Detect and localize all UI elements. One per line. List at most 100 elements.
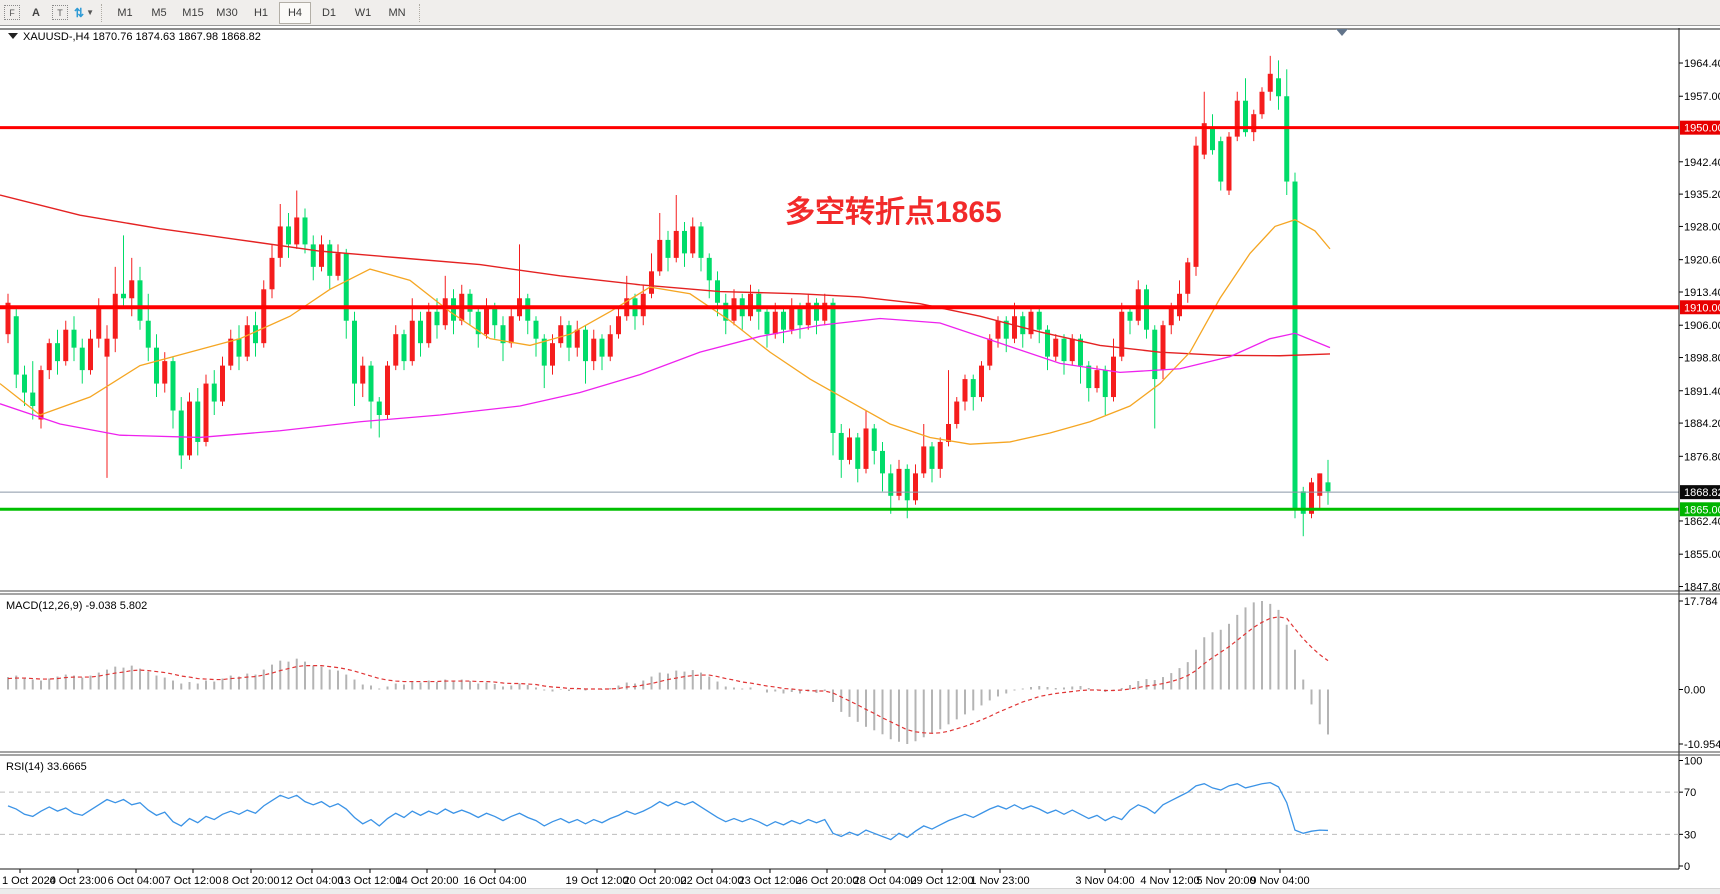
price-badge-label: 1865.00 — [1684, 504, 1720, 516]
price-badge — [1680, 300, 1720, 315]
price-tick-label: 1876.80 — [1684, 451, 1720, 463]
time-tick-label: 28 Oct 04:00 — [854, 875, 917, 887]
candle — [277, 226, 283, 258]
candle — [1003, 320, 1009, 339]
rsi-tick-label: 100 — [1684, 756, 1702, 768]
timeframe-button-m15[interactable]: M15 — [182, 6, 204, 19]
candle — [500, 325, 506, 344]
candle — [830, 302, 836, 433]
candle — [269, 257, 275, 290]
candle — [929, 446, 935, 469]
candle — [1317, 473, 1323, 496]
candle — [954, 401, 960, 424]
freehand-tool-icon[interactable]: F — [2, 4, 22, 22]
timeframe-button-w1[interactable]: W1 — [354, 6, 372, 19]
candle — [55, 343, 60, 362]
candle — [1119, 311, 1125, 357]
arrow-tool-icon[interactable]: A — [32, 6, 40, 19]
window-bottom-edge — [0, 888, 1720, 894]
candle — [1061, 338, 1067, 362]
timeframe-button-h1[interactable]: H1 — [253, 6, 269, 19]
candle — [1177, 293, 1182, 317]
candle — [343, 253, 349, 321]
candle — [665, 239, 671, 258]
chevron-down-icon[interactable]: ▼ — [86, 8, 94, 17]
chart-area[interactable]: 1964.40 1957.00 1942.40 1935.20 1928.00 1920.… — [0, 27, 1720, 894]
candle — [409, 320, 415, 362]
candle — [401, 334, 407, 362]
annotation-text[interactable]: 多空转折点1865 — [785, 196, 1002, 229]
candle — [649, 271, 654, 294]
chart-title-collapse-icon[interactable] — [8, 33, 18, 39]
candle — [145, 320, 151, 348]
time-tick-label: 14 Oct 20:00 — [396, 875, 459, 887]
candle — [335, 253, 341, 276]
ma-fast-orange — [0, 218, 1331, 445]
timeframe-button-d1[interactable]: D1 — [321, 6, 337, 19]
candle — [71, 329, 77, 348]
timeframe-button-group: M1 M5 M15 M30 H1 H4 D1 W1 MN — [108, 1, 414, 24]
timeframe-button-mn[interactable]: MN — [388, 6, 406, 19]
time-tick-label: 9 Nov 04:00 — [1250, 875, 1309, 887]
candle — [451, 298, 456, 321]
candle — [673, 230, 679, 258]
chart-canvas[interactable]: 1964.40 1957.00 1942.40 1935.20 1928.00 1920.… — [0, 27, 1720, 894]
price-tick-label: 1884.20 — [1684, 418, 1720, 430]
candle — [286, 226, 291, 245]
candle — [1193, 145, 1199, 267]
price-badge — [1680, 502, 1720, 517]
candle — [772, 311, 778, 335]
time-tick-label: 29 Oct 12:00 — [911, 875, 974, 887]
candle — [640, 293, 646, 317]
rsi-tick-label: 70 — [1684, 787, 1696, 799]
candle — [1276, 78, 1281, 97]
price-badge-label: 1910.00 — [1684, 302, 1720, 314]
candle — [1127, 311, 1133, 321]
candle — [1218, 141, 1224, 182]
chart-title: XAUUSD-,H4 1870.76 1874.63 1867.98 1868.… — [23, 31, 261, 43]
candle — [904, 468, 910, 501]
time-tick-label: 16 Oct 04:00 — [464, 875, 527, 887]
timeframe-button-m5[interactable]: M5 — [151, 6, 167, 19]
candle — [162, 361, 168, 384]
candle — [418, 320, 423, 344]
time-tick-label: 22 Oct 04:00 — [681, 875, 744, 887]
candle — [937, 441, 943, 469]
candle — [104, 338, 110, 357]
cycle-lines-tool-icon[interactable]: ⇅ ▼ — [74, 5, 94, 20]
rsi-tick-label: 0 — [1684, 861, 1690, 873]
candle — [1325, 482, 1331, 492]
candle — [96, 307, 102, 339]
candle — [13, 316, 19, 375]
candle — [838, 432, 844, 460]
candle — [1078, 338, 1083, 366]
candle — [220, 365, 225, 402]
timeframe-button-m30[interactable]: M30 — [216, 6, 238, 19]
candle — [360, 365, 366, 384]
time-tick-label: 12 Oct 04:00 — [281, 875, 344, 887]
time-tick-label: 20 Oct 20:00 — [624, 875, 687, 887]
candle — [583, 329, 588, 362]
macd-indicator-label: MACD(12,26,9) -9.038 5.802 — [6, 600, 147, 612]
rsi-indicator-label: RSI(14) 33.6665 — [6, 761, 87, 773]
candle — [863, 428, 869, 469]
candle — [962, 379, 968, 402]
candle — [970, 379, 976, 398]
price-tick-label: 1906.00 — [1684, 320, 1720, 332]
timeframe-button-h4[interactable]: H4 — [279, 1, 311, 24]
price-badge — [1680, 120, 1720, 135]
candle — [1210, 127, 1215, 151]
timeframe-button-m1[interactable]: M1 — [117, 6, 133, 19]
candle — [121, 293, 126, 299]
candle — [319, 244, 324, 267]
candle — [187, 401, 192, 456]
text-label-tool-icon[interactable]: T — [50, 4, 70, 22]
candle — [797, 307, 803, 326]
candle — [236, 338, 242, 357]
candle — [368, 365, 374, 402]
candle — [946, 423, 951, 442]
chart-shift-marker-icon[interactable] — [1336, 29, 1348, 36]
candle — [1045, 329, 1050, 357]
candle — [426, 311, 432, 344]
candle — [1094, 370, 1100, 389]
